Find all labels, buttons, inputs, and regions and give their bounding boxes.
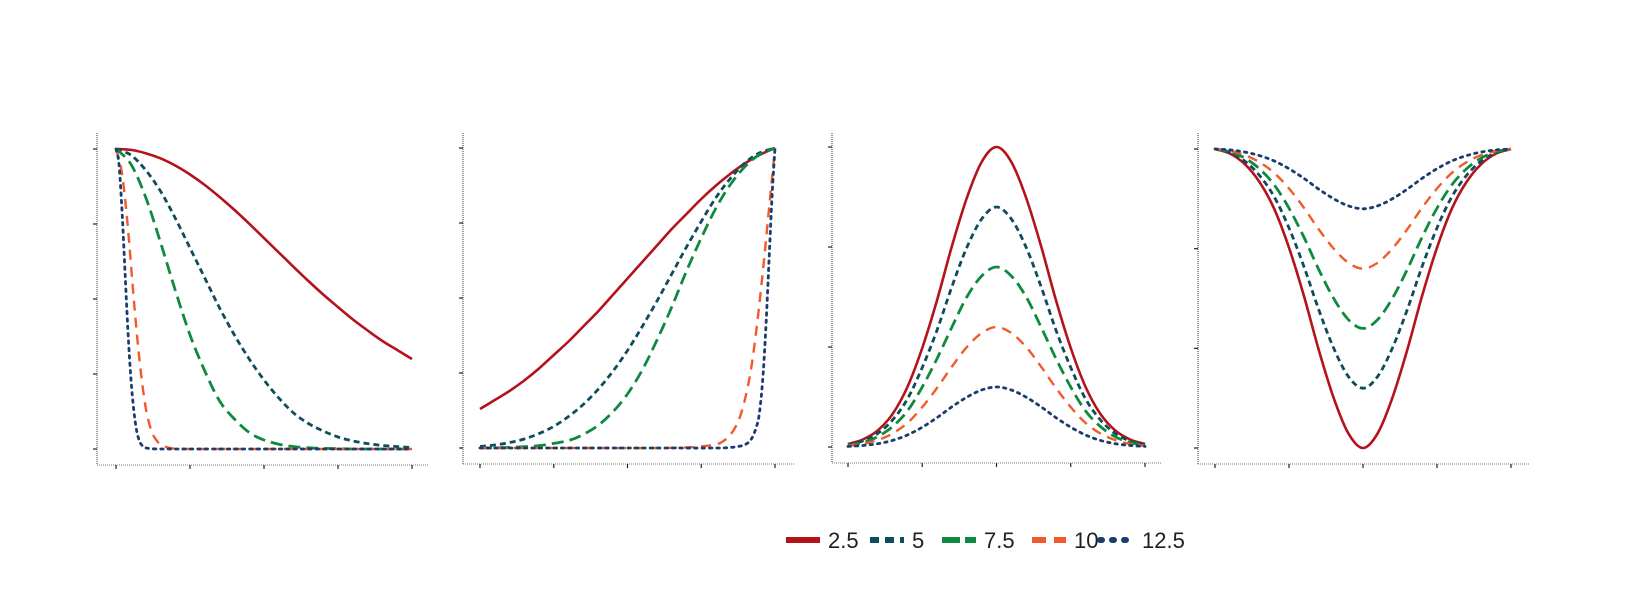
chart-panel-2: [459, 133, 794, 468]
series-line-12-5: [114, 147, 414, 451]
legend-label: 12.5: [1142, 528, 1185, 553]
series-line-2-5: [1214, 147, 1512, 450]
series-line-5: [479, 146, 776, 448]
series-line-5: [1214, 147, 1512, 390]
series-line-10: [1214, 147, 1512, 270]
legend-label: 5: [912, 528, 924, 553]
legend-label: 2.5: [828, 528, 859, 553]
legend-item-7-5: 7.5: [942, 528, 1015, 553]
series-line-7-5: [1214, 147, 1512, 330]
series-line-7-5: [115, 147, 412, 451]
legend-label: 7.5: [984, 528, 1015, 553]
series-line-2-5: [115, 147, 413, 361]
legend-item-5: 5: [870, 528, 924, 553]
legend-item-10: 10: [1032, 528, 1098, 553]
series-line-10: [114, 148, 412, 451]
series-line-10: [480, 147, 777, 450]
series-line-10: [847, 325, 1146, 447]
chart-panel-4: [1194, 133, 1529, 468]
series-line-7-5: [847, 265, 1146, 447]
legend: 2.5 5 7.5 10 12.5: [786, 528, 1185, 553]
series-line-5: [115, 147, 413, 449]
series-line-12-5: [1213, 147, 1513, 211]
legend-label: 10: [1074, 528, 1098, 553]
series-line-5: [847, 205, 1146, 446]
series-line-12-5: [846, 385, 1147, 448]
series-line-2-5: [847, 145, 1146, 446]
series-line-7-5: [479, 146, 776, 450]
chart-panel-3: [828, 133, 1162, 467]
legend-item-12-5: 12.5: [1097, 528, 1185, 553]
chart-panels: [93, 133, 1529, 469]
series-line-2-5: [479, 146, 776, 411]
series-line-12-5: [478, 146, 777, 450]
legend-item-2-5: 2.5: [786, 528, 859, 553]
chart-panel-1: [93, 133, 428, 469]
